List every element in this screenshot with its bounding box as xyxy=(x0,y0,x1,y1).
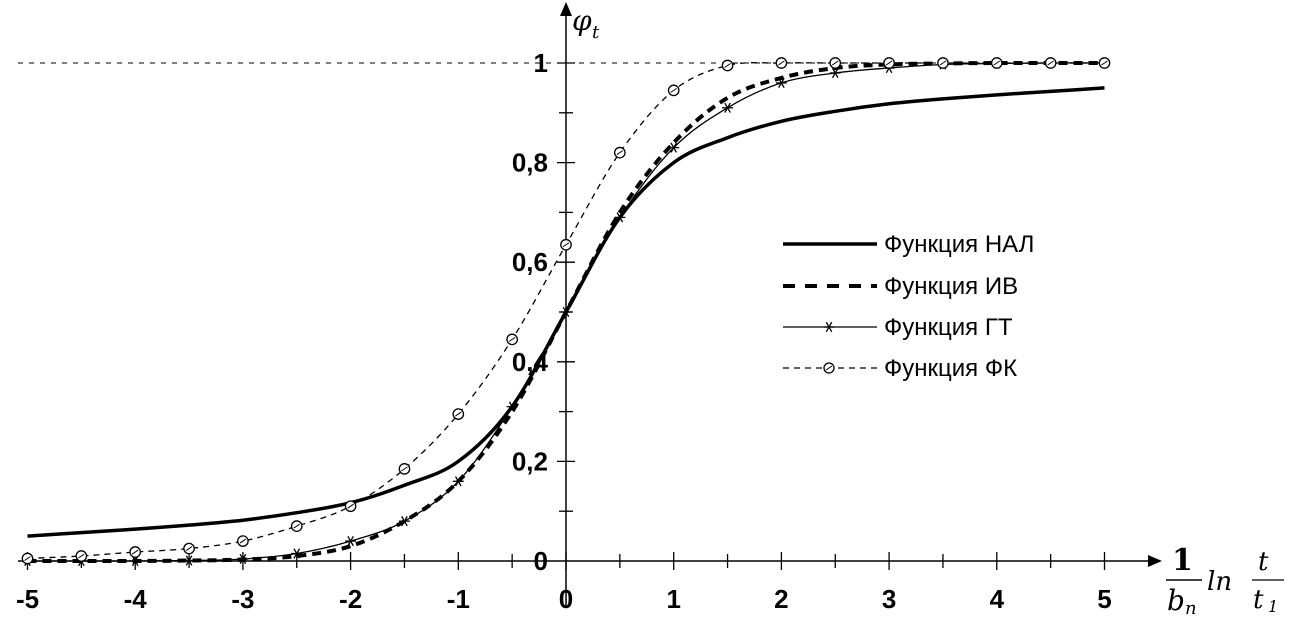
legend-marker-fk-slash xyxy=(825,365,833,371)
x-axis-label-denominator-sub: n xyxy=(1185,598,1197,619)
x-tick-label: 1 xyxy=(666,584,680,614)
x-tick-label: 5 xyxy=(1097,584,1111,614)
series-point-gt xyxy=(829,67,841,79)
series-point-fk xyxy=(21,552,34,565)
series-point-fk xyxy=(883,57,895,69)
x-axis-label-func: ln xyxy=(1207,567,1232,597)
series-point-fk xyxy=(75,550,88,562)
x-axis-label-frac-num: t xyxy=(1258,547,1269,577)
series-point-gt xyxy=(345,535,357,547)
series-point-gt xyxy=(237,553,249,565)
x-tick-label: 0 xyxy=(559,584,573,614)
x-axis-label: 1 b n ln t t 1 xyxy=(1166,543,1284,619)
y-tick-label: 0,6 xyxy=(512,247,548,277)
legend-label-gt: Функция ГТ xyxy=(884,314,1013,341)
legend-marker-gt xyxy=(823,321,835,333)
series-point-fk xyxy=(129,546,142,558)
series-point-fk xyxy=(237,535,249,547)
y-tick-label: 0,2 xyxy=(512,446,548,476)
series-point-gt xyxy=(722,102,734,113)
x-tick-label: 3 xyxy=(882,584,896,614)
series-point-fk xyxy=(775,57,788,69)
series-point-fk xyxy=(398,463,411,475)
x-axis-label-frac-den: t xyxy=(1253,585,1264,615)
series-point-fk xyxy=(506,333,519,346)
x-axis-arrow xyxy=(1148,555,1162,567)
series-point-gt xyxy=(668,142,680,153)
series-point-fk xyxy=(290,520,303,532)
series-point-gt xyxy=(506,401,518,412)
legend-item-fk: Функция ФК xyxy=(783,355,1017,382)
series-point-fk xyxy=(613,146,626,159)
x-tick-label: -3 xyxy=(231,584,254,614)
y-axis-arrow xyxy=(560,2,572,16)
series-point-fk xyxy=(667,84,680,97)
series-point-gt xyxy=(129,555,141,567)
x-tick-label: -1 xyxy=(447,584,470,614)
series-point-gt xyxy=(398,516,410,527)
series-point-fk xyxy=(183,542,195,555)
series-point-gt xyxy=(291,548,303,559)
x-tick-label: 4 xyxy=(990,584,1005,614)
series-point-fk xyxy=(344,500,357,513)
y-axis-label-sub: t xyxy=(592,22,600,43)
series-point-fk xyxy=(560,238,572,251)
series-point-gt xyxy=(452,476,464,487)
legend-label-iv: Функция ИВ xyxy=(884,273,1018,300)
series-point-fk xyxy=(452,408,465,420)
x-axis-label-numerator: 1 xyxy=(1172,543,1193,578)
y-tick-label: 1 xyxy=(534,48,548,78)
x-tick-label: -2 xyxy=(339,584,362,614)
legend: Функция НАЛ Функция ИВ Функция ГТ Функци… xyxy=(783,231,1034,382)
x-tick-label: 2 xyxy=(774,584,788,614)
x-tick-label: -4 xyxy=(124,584,148,614)
series-point-fk xyxy=(721,59,734,72)
x-axis-label-denominator: b xyxy=(1167,584,1185,617)
series-point-fk xyxy=(829,57,842,69)
x-axis-label-frac-den-sub: 1 xyxy=(1268,597,1278,616)
y-axis-label-main: φ xyxy=(572,4,592,37)
series-point-fk xyxy=(1098,57,1111,69)
series-point-gt xyxy=(183,555,195,566)
series-point-fk xyxy=(990,57,1003,69)
legend-label-fk: Функция ФК xyxy=(884,355,1017,382)
legend-star-gt xyxy=(823,321,835,333)
y-tick-label: 0 xyxy=(534,546,548,576)
legend-item-gt: Функция ГТ xyxy=(783,314,1013,341)
series-point-fk xyxy=(1044,57,1057,69)
series-point-gt xyxy=(775,77,787,89)
legend-item-iv: Функция ИВ xyxy=(783,273,1018,300)
legend-item-nal: Функция НАЛ xyxy=(783,231,1034,258)
y-axis-label: φ t xyxy=(572,4,600,43)
legend-label-nal: Функция НАЛ xyxy=(884,231,1034,258)
y-tick-label: 0,8 xyxy=(512,148,548,178)
x-tick-label: -5 xyxy=(16,584,39,614)
series-point-gt xyxy=(560,306,572,318)
series-point-fk xyxy=(937,57,949,69)
series-point-gt xyxy=(614,212,626,223)
